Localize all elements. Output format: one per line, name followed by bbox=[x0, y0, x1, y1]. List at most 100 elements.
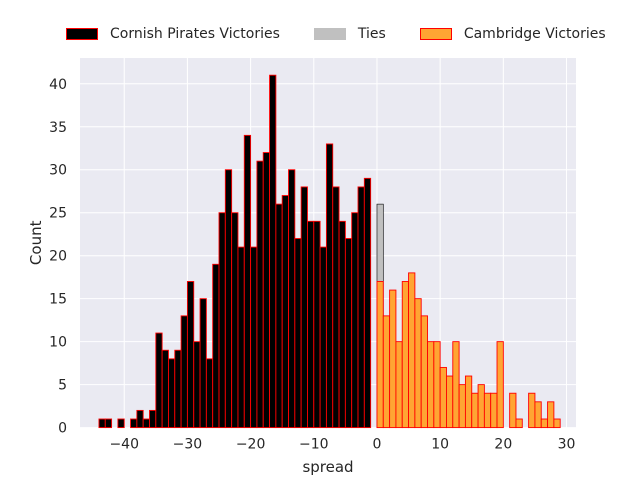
bar-series-2 bbox=[376, 281, 384, 429]
y-tick-label: 25 bbox=[49, 206, 67, 222]
x-tick-label: 20 bbox=[494, 437, 512, 453]
y-tick-label: 30 bbox=[49, 163, 67, 179]
bar-series-0 bbox=[180, 315, 188, 429]
bar-series-0 bbox=[357, 186, 365, 429]
bar-series-0 bbox=[186, 281, 195, 429]
bar-series-2 bbox=[534, 401, 542, 429]
bar-series-2 bbox=[427, 341, 435, 429]
y-tick-label: 0 bbox=[58, 421, 67, 437]
bar-series-0 bbox=[155, 332, 163, 429]
bar-series-2 bbox=[496, 341, 504, 429]
legend-label-cambridge: Cambridge Victories bbox=[463, 26, 606, 42]
bar-series-0 bbox=[224, 169, 233, 429]
y-tick-label: 10 bbox=[49, 335, 67, 351]
y-tick-labels: 0 5 10 15 20 25 30 35 40 bbox=[49, 77, 67, 437]
bar-series-0 bbox=[288, 169, 296, 429]
bar-series-0 bbox=[281, 195, 289, 429]
bar-series-0 bbox=[136, 409, 144, 429]
bar-series-2 bbox=[477, 384, 485, 429]
bar-series-0 bbox=[212, 263, 220, 429]
bar-series-0 bbox=[231, 212, 239, 429]
y-axis-label: Count bbox=[27, 220, 45, 265]
bar-series-2 bbox=[395, 341, 403, 429]
bar-series-0 bbox=[294, 238, 302, 429]
x-tick-label: −30 bbox=[173, 437, 203, 453]
bar-series-2 bbox=[515, 418, 523, 429]
bar-series-0 bbox=[275, 203, 283, 429]
bar-series-0 bbox=[199, 298, 207, 429]
bar-series-0 bbox=[269, 74, 277, 429]
y-tick-label: 5 bbox=[58, 378, 67, 394]
bar-series-2 bbox=[490, 392, 498, 429]
bar-series-2 bbox=[414, 298, 422, 429]
bar-series-0 bbox=[262, 152, 271, 429]
bar-series-0 bbox=[243, 134, 252, 429]
bar-series-0 bbox=[256, 160, 264, 429]
bar-series-0 bbox=[218, 212, 226, 429]
bar-series-2 bbox=[452, 341, 460, 429]
bar-series-2 bbox=[483, 392, 492, 429]
bar-series-0 bbox=[332, 186, 340, 429]
x-tick-labels: −40 −30 −20 −10 0 10 20 30 bbox=[109, 437, 575, 453]
x-tick-label: 10 bbox=[431, 437, 449, 453]
x-tick-label: −40 bbox=[109, 437, 139, 453]
x-tick-label: −10 bbox=[299, 437, 329, 453]
bar-series-0 bbox=[300, 186, 308, 429]
x-tick-label: 0 bbox=[373, 437, 382, 453]
y-tick-label: 15 bbox=[49, 292, 67, 308]
legend-item-ties: Ties bbox=[313, 26, 386, 42]
bar-series-2 bbox=[540, 418, 549, 429]
legend-swatch-cornish-pirates bbox=[66, 28, 98, 40]
bar-series-0 bbox=[338, 220, 346, 429]
legend-swatch-cambridge bbox=[419, 28, 452, 40]
bar-series-0 bbox=[193, 341, 201, 429]
legend-label-cornish-pirates: Cornish Pirates Victories bbox=[110, 26, 280, 42]
bar-series-0 bbox=[307, 220, 315, 429]
bar-series-0 bbox=[205, 358, 214, 429]
bar-series-0 bbox=[174, 349, 182, 429]
bar-series-2 bbox=[528, 392, 536, 429]
bar-series-2 bbox=[547, 401, 555, 429]
bar-series-2 bbox=[509, 392, 517, 429]
legend: Cornish Pirates Victories Ties Cambridge… bbox=[66, 26, 606, 42]
legend-swatch-ties bbox=[313, 28, 346, 40]
bar-series-2 bbox=[464, 375, 473, 429]
bar-series-2 bbox=[458, 384, 466, 429]
y-tick-label: 35 bbox=[49, 120, 67, 136]
y-tick-label: 40 bbox=[49, 77, 67, 93]
bar-series-2 bbox=[420, 315, 428, 429]
bar-series-0 bbox=[149, 409, 157, 429]
bar-series-0 bbox=[319, 246, 327, 429]
x-axis-label: spread bbox=[302, 458, 353, 476]
legend-label-ties: Ties bbox=[357, 26, 386, 42]
legend-item-cambridge: Cambridge Victories bbox=[419, 26, 606, 42]
legend-item-cornish-pirates: Cornish Pirates Victories bbox=[66, 26, 280, 42]
bar-series-2 bbox=[433, 341, 441, 429]
bar-series-0 bbox=[98, 418, 106, 429]
bar-series-2 bbox=[439, 366, 447, 429]
y-tick-label: 20 bbox=[49, 249, 67, 265]
bar-series-0 bbox=[325, 143, 334, 429]
bar-series-0 bbox=[168, 358, 176, 429]
bar-series-0 bbox=[351, 212, 359, 429]
bar-series-0 bbox=[250, 246, 258, 429]
bar-series-0 bbox=[130, 418, 138, 429]
bar-series-0 bbox=[237, 246, 245, 429]
bar-series-2 bbox=[408, 272, 416, 429]
bar-series-2 bbox=[446, 375, 454, 429]
x-tick-label: −20 bbox=[236, 437, 266, 453]
bars bbox=[98, 74, 561, 429]
bar-series-2 bbox=[401, 281, 410, 429]
bar-series-2 bbox=[553, 418, 561, 429]
bar-series-0 bbox=[161, 349, 169, 429]
x-tick-label: 30 bbox=[558, 437, 576, 453]
bar-series-2 bbox=[471, 392, 479, 429]
bar-series-0 bbox=[142, 418, 150, 429]
bar-series-0 bbox=[117, 418, 125, 429]
bar-series-0 bbox=[313, 220, 321, 429]
bar-series-0 bbox=[104, 418, 113, 429]
bar-series-0 bbox=[363, 177, 372, 429]
bar-series-2 bbox=[382, 315, 391, 429]
bar-series-0 bbox=[344, 238, 353, 429]
